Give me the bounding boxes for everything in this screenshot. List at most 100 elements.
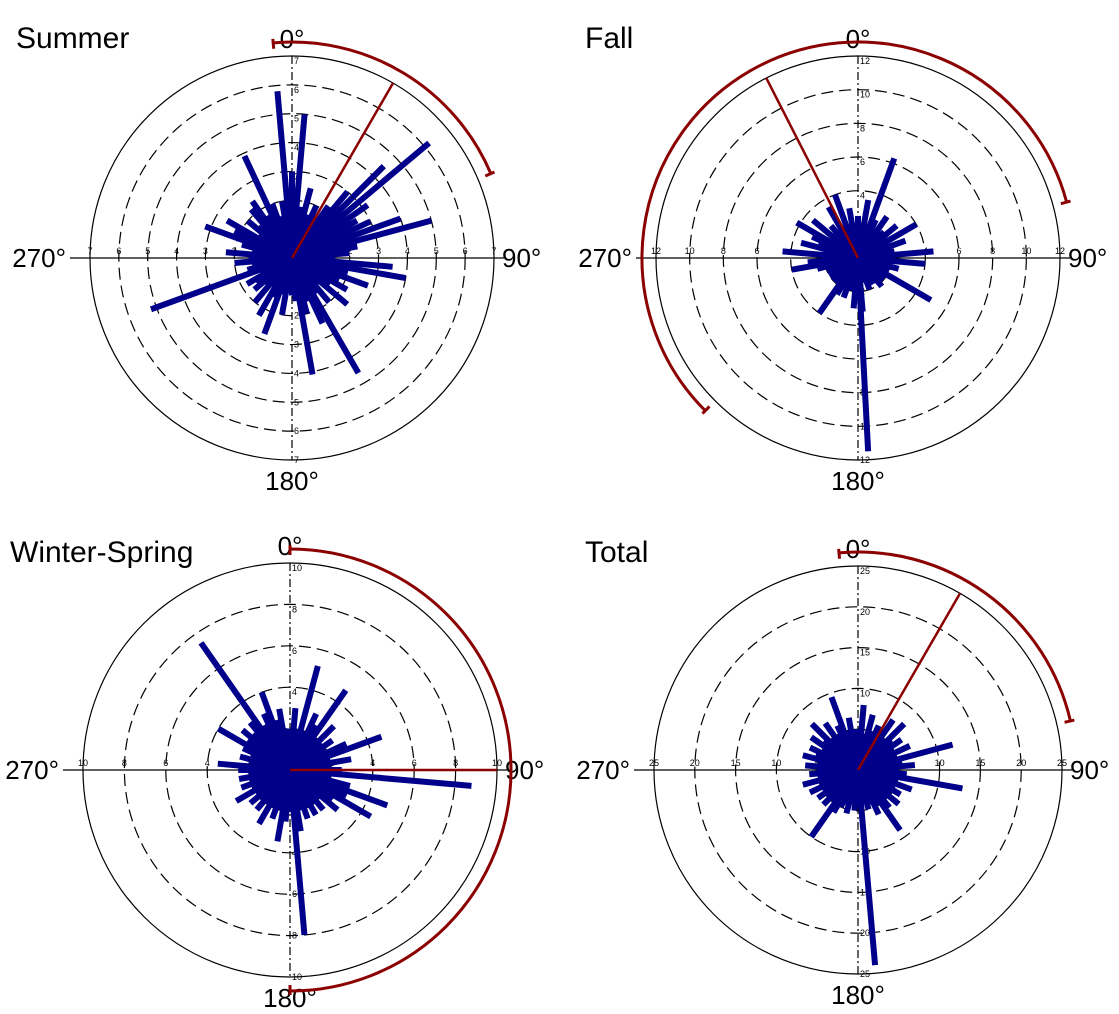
panel-title: Winter-Spring [10,536,193,569]
tick-label: 8 [453,758,458,768]
tick-label: 8 [860,123,865,133]
tick-label: 4 [405,246,410,256]
tick-label: 20 [1016,758,1026,768]
tick-label: 3 [203,246,208,256]
direction-label: 180° [831,466,885,496]
confidence-arc [838,550,1072,722]
panel-title: Total [585,536,648,569]
tick-label: 12 [1055,246,1065,256]
tick-label: 6 [463,246,468,256]
direction-label: 0° [846,534,871,564]
tick-label: 6 [754,246,759,256]
tick-label: 5 [294,114,299,124]
tick-label: 10 [935,758,945,768]
direction-label: 180° [265,466,319,496]
tick-label: 8 [292,604,297,614]
rose-bar [851,729,861,771]
tick-label: 6 [116,246,121,256]
tick-label: 2 [294,311,299,321]
tick-label: 8 [122,758,127,768]
direction-label: 90° [1068,243,1107,273]
tick-label: 12 [651,246,661,256]
tick-label: 10 [685,246,695,256]
tick-label: 4 [292,687,297,697]
tick-label: 7 [294,56,299,66]
confidence-arc-tick [271,38,276,49]
confidence-arc-tick [837,548,842,559]
direction-label: 270° [5,755,59,785]
tick-label: 20 [860,607,870,617]
tick-label: 7 [491,246,496,256]
tick-label: 4 [294,143,299,153]
mean-direction-line [290,82,395,259]
direction-label: 180° [831,980,885,1010]
tick-label: 6 [292,646,297,656]
rose-bar [274,91,295,259]
tick-label: 10 [492,758,502,768]
tick-label: 12 [860,455,870,465]
tick-label: 8 [721,246,726,256]
rose-panel-summer: Summer11112222333344445555666677770°90°1… [12,22,541,496]
tick-label: 5 [434,246,439,256]
tick-label: 3 [294,340,299,350]
confidence-arc [640,40,1069,412]
tick-label: 12 [860,56,870,66]
direction-label: 270° [576,755,630,785]
tick-label: 6 [294,85,299,95]
tick-label: 15 [860,887,870,897]
direction-label: 90° [1070,755,1109,785]
tick-label: 10 [292,563,302,573]
tick-label: 2 [246,758,251,768]
direction-label: 270° [12,243,66,273]
confidence-arc-tick [484,170,496,178]
tick-label: 5 [815,758,820,768]
rose-bar [283,728,293,771]
tick-label: 8 [990,246,995,256]
tick-label: 6 [292,889,297,899]
tick-label: 25 [860,566,870,576]
tick-label: 3 [376,246,381,256]
tick-label: 6 [294,426,299,436]
tick-label: 20 [860,928,870,938]
tick-label: 15 [731,758,741,768]
tick-label: 6 [956,246,961,256]
tick-label: 4 [174,246,179,256]
tick-label: 6 [860,157,865,167]
confidence-arc-tick [701,405,711,415]
tick-label: 5 [294,397,299,407]
confidence-arc-tick [1064,718,1075,724]
tick-label: 6 [163,758,168,768]
panel-title: Summer [16,22,129,55]
mean-direction-line [765,77,860,259]
tick-label: 8 [292,931,297,941]
direction-label: 90° [502,243,541,273]
tick-label: 6 [412,758,417,768]
tick-label: 10 [292,972,302,982]
tick-label: 25 [860,969,870,979]
tick-label: 4 [370,758,375,768]
tick-label: 10 [771,758,781,768]
tick-label: 25 [649,758,659,768]
tick-label: 4 [860,191,865,201]
tick-label: 5 [145,246,150,256]
tick-label: 15 [975,758,985,768]
confidence-arc [289,547,513,993]
rose-bar [855,257,872,452]
confidence-arc [273,40,493,175]
direction-label: 270° [578,243,632,273]
confidence-arc-tick [1060,199,1071,206]
tick-label: 15 [860,648,870,658]
direction-label: 0° [846,24,871,54]
tick-label: 10 [860,688,870,698]
rose-bar [852,224,861,259]
tick-label: 7 [87,246,92,256]
rose-panel-winter-spring: Winter-Spring2222444466668888101010100°9… [5,531,544,1013]
direction-label: 0° [280,24,305,54]
tick-label: 4 [205,758,210,768]
tick-label: 20 [690,758,700,768]
tick-label: 2 [347,246,352,256]
tick-label: 10 [1021,246,1031,256]
panel-title: Fall [585,22,633,55]
tick-label: 7 [294,455,299,465]
